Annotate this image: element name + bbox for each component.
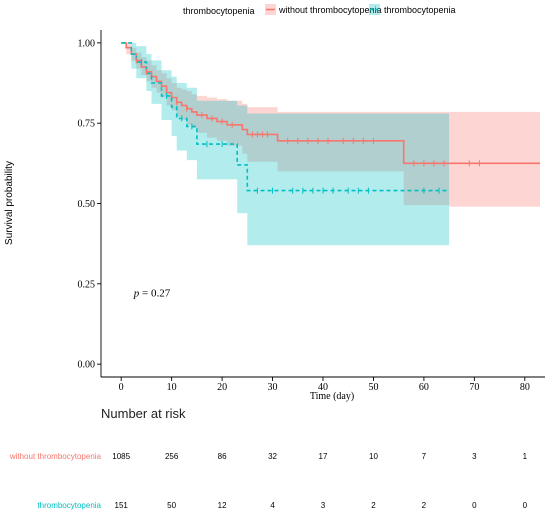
ci-band-series-1 xyxy=(121,42,450,246)
risk-table: without thrombocytopenia 1085 256 86 32 17 10 7… xyxy=(9,452,528,510)
risk-count: 1 xyxy=(523,452,528,461)
risk-count: 50 xyxy=(167,501,176,510)
x-tick-label: 10 xyxy=(167,382,177,393)
y-tick-label: 0.00 xyxy=(78,360,96,371)
risk-count: 86 xyxy=(218,452,227,461)
risk-count: 7 xyxy=(422,452,427,461)
risk-count: 17 xyxy=(319,452,328,461)
p-value-annotation: p = 0.27 xyxy=(133,288,171,300)
risk-table-title: Number at risk xyxy=(101,406,186,421)
risk-count: 2 xyxy=(371,501,376,510)
y-axis-label: Survival probability xyxy=(4,161,15,245)
legend-item-1: thrombocytopenia xyxy=(369,4,456,15)
risk-count: 12 xyxy=(218,501,227,510)
risk-count: 0 xyxy=(523,501,528,510)
risk-row-1: thrombocytopenia 151 50 12 4 3 2 2 0 0 xyxy=(37,501,527,510)
x-tick-label: 80 xyxy=(520,382,530,393)
risk-count: 3 xyxy=(472,452,477,461)
legend-key-swatch xyxy=(369,4,380,15)
x-tick-label: 50 xyxy=(368,382,378,393)
censor-marks xyxy=(135,57,480,194)
risk-count: 3 xyxy=(321,501,326,510)
risk-count: 0 xyxy=(472,501,477,510)
y-tick-label: 0.25 xyxy=(78,279,96,290)
risk-count: 2 xyxy=(422,501,427,510)
risk-row-label: without thrombocytopenia xyxy=(9,452,102,461)
legend-label: without thrombocytopenia xyxy=(278,5,382,15)
survival-line-series-1 xyxy=(121,42,450,192)
x-tick-label: 70 xyxy=(469,382,479,393)
legend-label: thrombocytopenia xyxy=(384,5,456,15)
risk-count: 1085 xyxy=(112,452,130,461)
legend: thrombocytopenia without thrombocytopeni… xyxy=(183,4,456,16)
p-symbol: p xyxy=(133,288,140,300)
x-tick-label: 0 xyxy=(119,382,124,393)
x-tick-label: 20 xyxy=(217,382,227,393)
risk-count: 256 xyxy=(165,452,179,461)
y-tick-label: 1.00 xyxy=(78,38,96,49)
y-tick-label: 0.75 xyxy=(78,119,96,130)
risk-row-0: without thrombocytopenia 1085 256 86 32 17 10 7… xyxy=(9,452,528,461)
risk-count: 10 xyxy=(369,452,378,461)
p-value-text: = 0.27 xyxy=(139,288,170,300)
x-tick-label: 30 xyxy=(268,382,278,393)
risk-row-label: thrombocytopenia xyxy=(37,501,101,510)
x-axis-label: Time (day) xyxy=(310,391,354,402)
x-tick-label: 40 xyxy=(318,382,328,393)
risk-count: 32 xyxy=(268,452,277,461)
risk-count: 151 xyxy=(115,501,129,510)
legend-title: thrombocytopenia xyxy=(183,6,255,16)
risk-count: 4 xyxy=(270,501,275,510)
y-tick-label: 0.50 xyxy=(78,199,96,210)
legend-item-0: without thrombocytopenia xyxy=(265,4,382,15)
x-tick-label: 60 xyxy=(419,382,429,393)
axes: 0.00 0.25 0.50 0.75 1.00 0 10 20 30 40 50 60 70 80 xyxy=(78,30,545,393)
confidence-bands xyxy=(121,42,540,246)
ci-band-series-0 xyxy=(121,42,540,207)
